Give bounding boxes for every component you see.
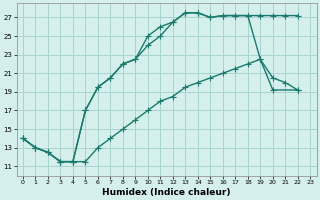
X-axis label: Humidex (Indice chaleur): Humidex (Indice chaleur) <box>102 188 231 197</box>
